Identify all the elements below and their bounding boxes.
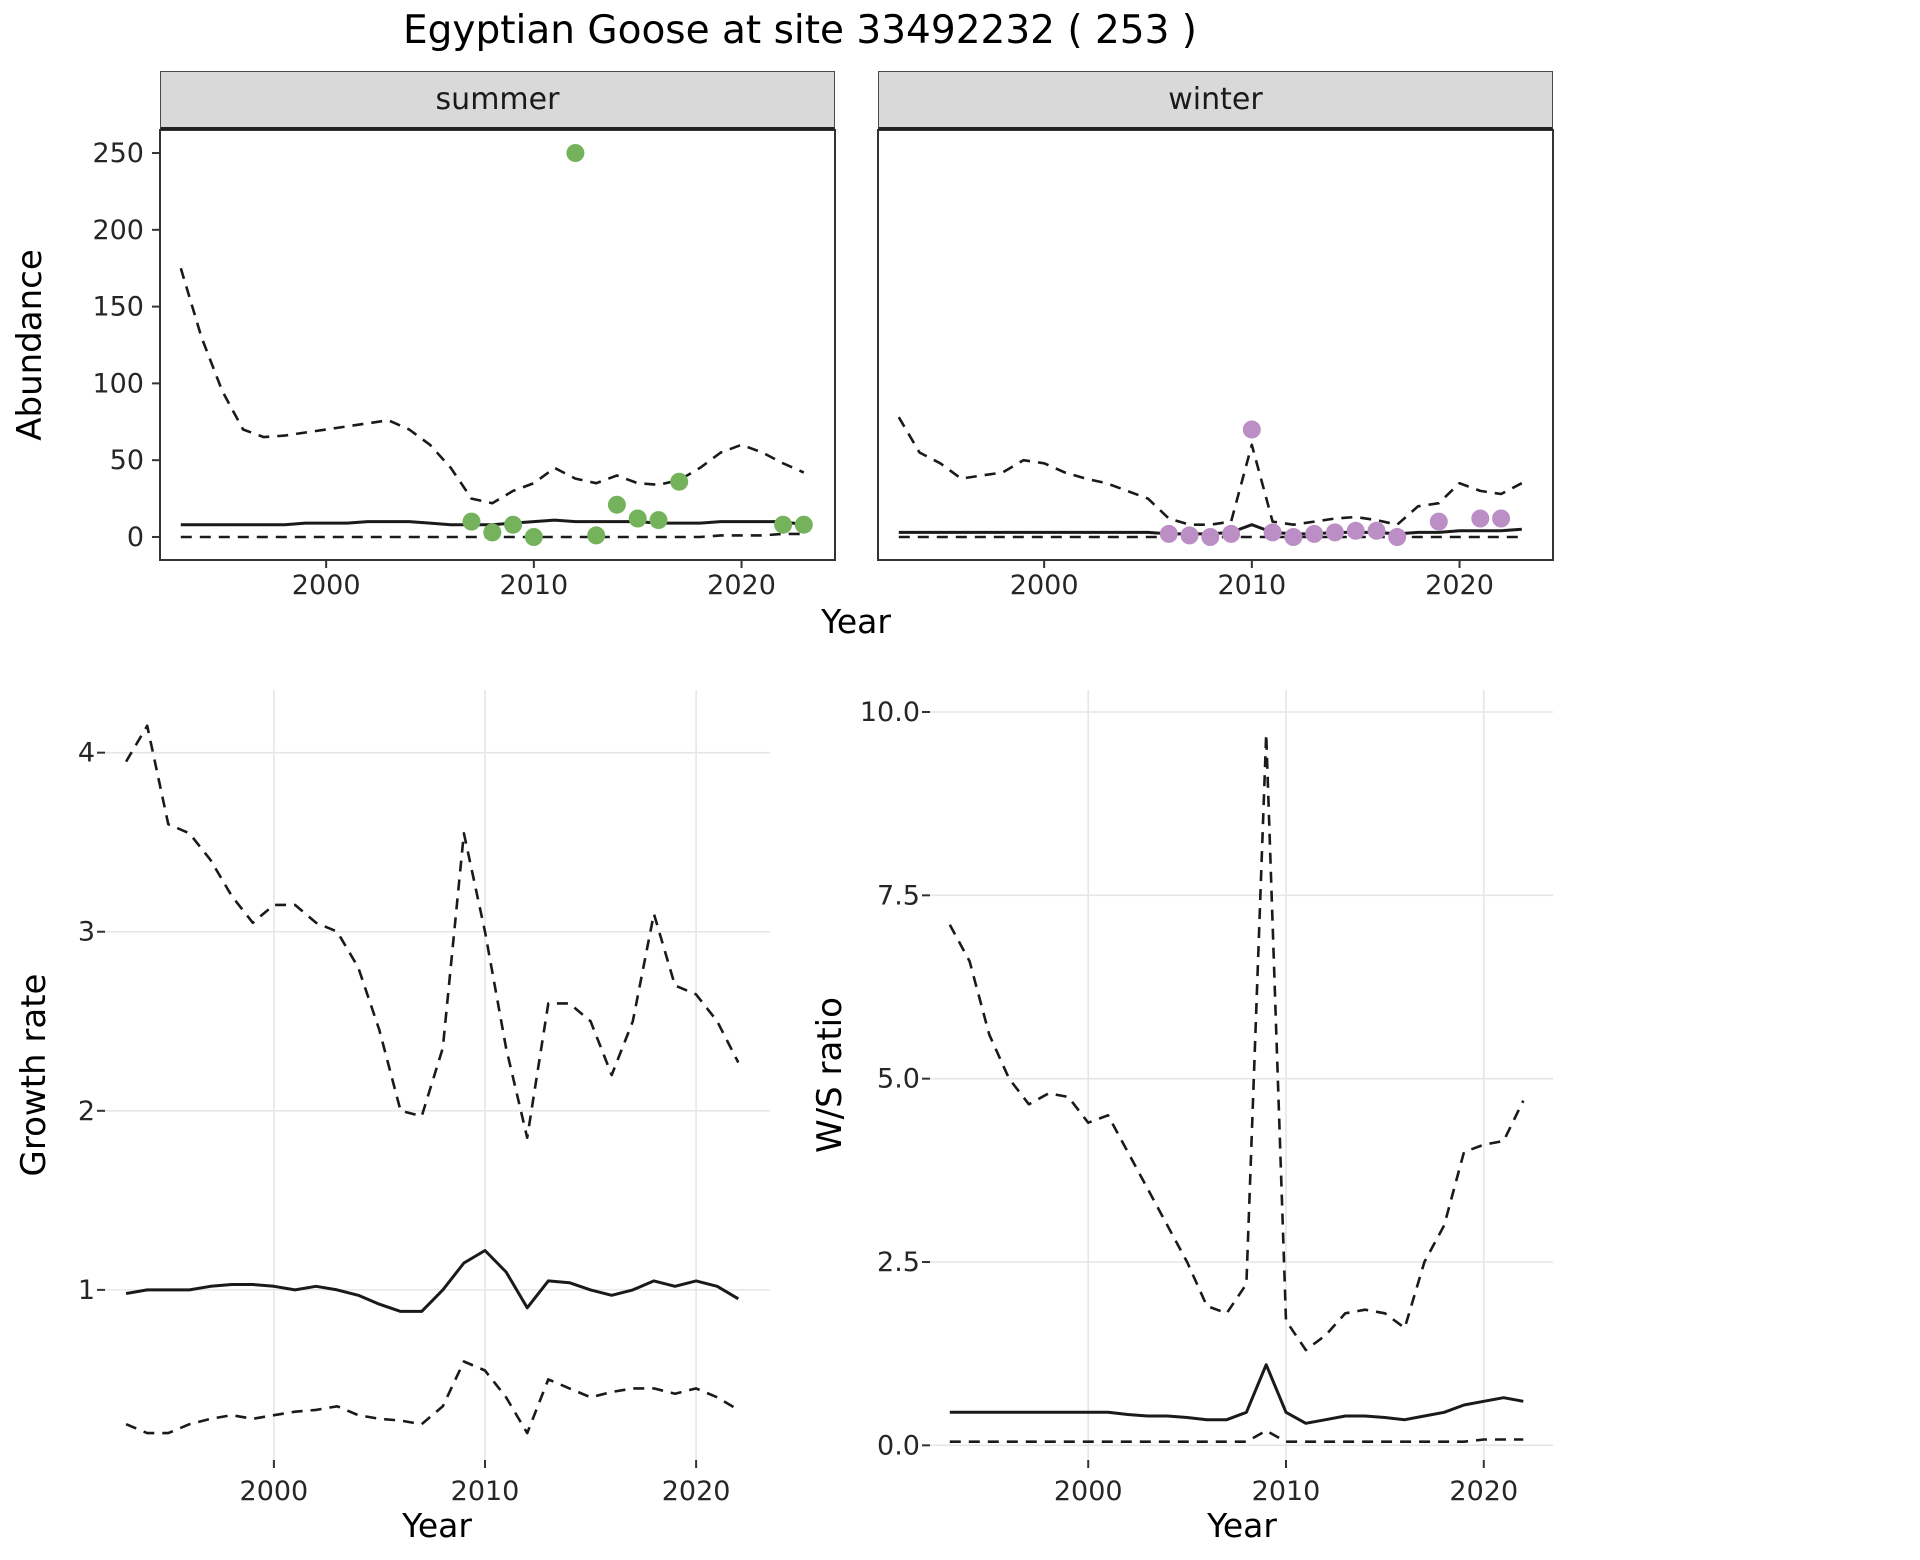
summer_abundance-data-point [628,509,647,528]
winter_abundance-data-point [1388,528,1407,546]
facet-strip-summer: summer [160,71,835,130]
facet-strip-winter-label: winter [1168,82,1263,117]
abundance-facets-svg: 2000 2010 2020 0 50 100 150 200 250 2000 2010 2020 [92,129,1554,601]
winter_abundance-data-point [1367,521,1386,540]
summer_abundance-data-point [462,512,481,531]
winter_abundance-data-point [1471,509,1490,528]
winter_abundance-panel-bg [878,130,1553,560]
y-tick-label: 10.0 [860,697,920,728]
winter_abundance-data-point [1429,512,1448,531]
winter_abundance-data-point [1201,528,1220,546]
growth_rate-upper_ci-line [124,724,740,1139]
facet-strip-summer-label: summer [435,82,560,117]
y-tick-label: 200 [92,215,144,246]
winter_abundance-data-point [1305,524,1324,543]
y-tick-label: 4 [78,738,95,769]
x-tick-label: 2010 [451,1476,520,1507]
facet-strip-winter: winter [878,71,1553,130]
winter_abundance-data-point [1159,524,1178,543]
winter_abundance-data-point [1492,509,1511,528]
summer_abundance-data-point [483,523,502,542]
chart-title: Egyptian Goose at site 33492232 ( 253 ) [402,8,1197,53]
winter_abundance-data-point [1325,523,1344,542]
summer_abundance-data-point [794,515,813,534]
y-tick-label: 0.0 [877,1430,920,1461]
winter_abundance-upper_ci-line [897,416,1523,526]
y-tick-label: 2 [78,1096,95,1127]
y-tick-label: 50 [110,445,144,476]
ws_ratio-lower_ci-line [949,1429,1524,1443]
winter_abundance-data-point [1180,526,1199,545]
summer_abundance-data-point [566,144,585,162]
x-tick-label: 2020 [1425,570,1494,601]
summer_abundance-data-point [607,495,626,514]
y-tick-label: 100 [92,368,144,399]
summer_abundance-data-point [524,528,543,546]
summer_abundance-data-point [670,472,689,491]
y-tick-label: 0 [127,522,144,553]
growth-year-axis-title: Year [402,1506,472,1545]
summer_abundance-data-point [504,515,523,534]
ws-year-axis-title: Year [1207,1506,1277,1545]
summer_abundance-panel-border [159,129,836,561]
winter_abundance-data-point [1263,523,1282,542]
y-tick-label: 1 [78,1275,95,1306]
ws_ratio-panel-bg [930,690,1553,1460]
growth_rate-lower_ci-line [125,1360,739,1435]
x-tick-label: 2000 [292,570,361,601]
summer_abundance-data-point [587,526,606,545]
summer_abundance-data-point [649,511,668,530]
x-tick-label: 2020 [707,570,776,601]
winter_abundance-data-point [1346,521,1365,540]
x-tick-label: 2000 [1010,570,1079,601]
y-tick-label: 7.5 [877,880,920,911]
y-tick-label: 150 [92,292,144,323]
winter_abundance-data-point [1242,420,1261,439]
x-tick-label: 2000 [240,1476,309,1507]
growth_rate-median-line [125,1249,740,1313]
summer_abundance-upper_ci-line [179,267,805,505]
x-tick-label: 2010 [1252,1476,1321,1507]
x-tick-label: 2020 [1449,1476,1518,1507]
rates-panels-svg: 2000 2010 2020 1 2 3 4 2000 2010 2020 0.0 2.5 5.0 7.5… [78,690,1553,1507]
y-tick-label: 5.0 [877,1064,920,1095]
summer_abundance-panel-bg [160,130,835,560]
winter_abundance-panel-border [877,129,1554,561]
ws_ratio-median-line [949,1363,1524,1425]
winter_abundance-data-point [1222,524,1241,543]
winter_abundance-data-point [1284,528,1303,546]
top-year-axis-title: Year [821,602,891,641]
x-tick-label: 2010 [1217,570,1286,601]
ws_ratio-upper_ci-line [948,732,1525,1352]
summer_abundance-data-point [774,515,793,534]
y-tick-label: 2.5 [877,1247,920,1278]
x-tick-label: 2020 [662,1476,731,1507]
y-tick-label: 3 [78,917,95,948]
growth_rate-panel-bg [105,690,770,1460]
x-tick-label: 2000 [1054,1476,1123,1507]
x-tick-label: 2010 [499,570,568,601]
y-tick-label: 250 [92,138,144,169]
